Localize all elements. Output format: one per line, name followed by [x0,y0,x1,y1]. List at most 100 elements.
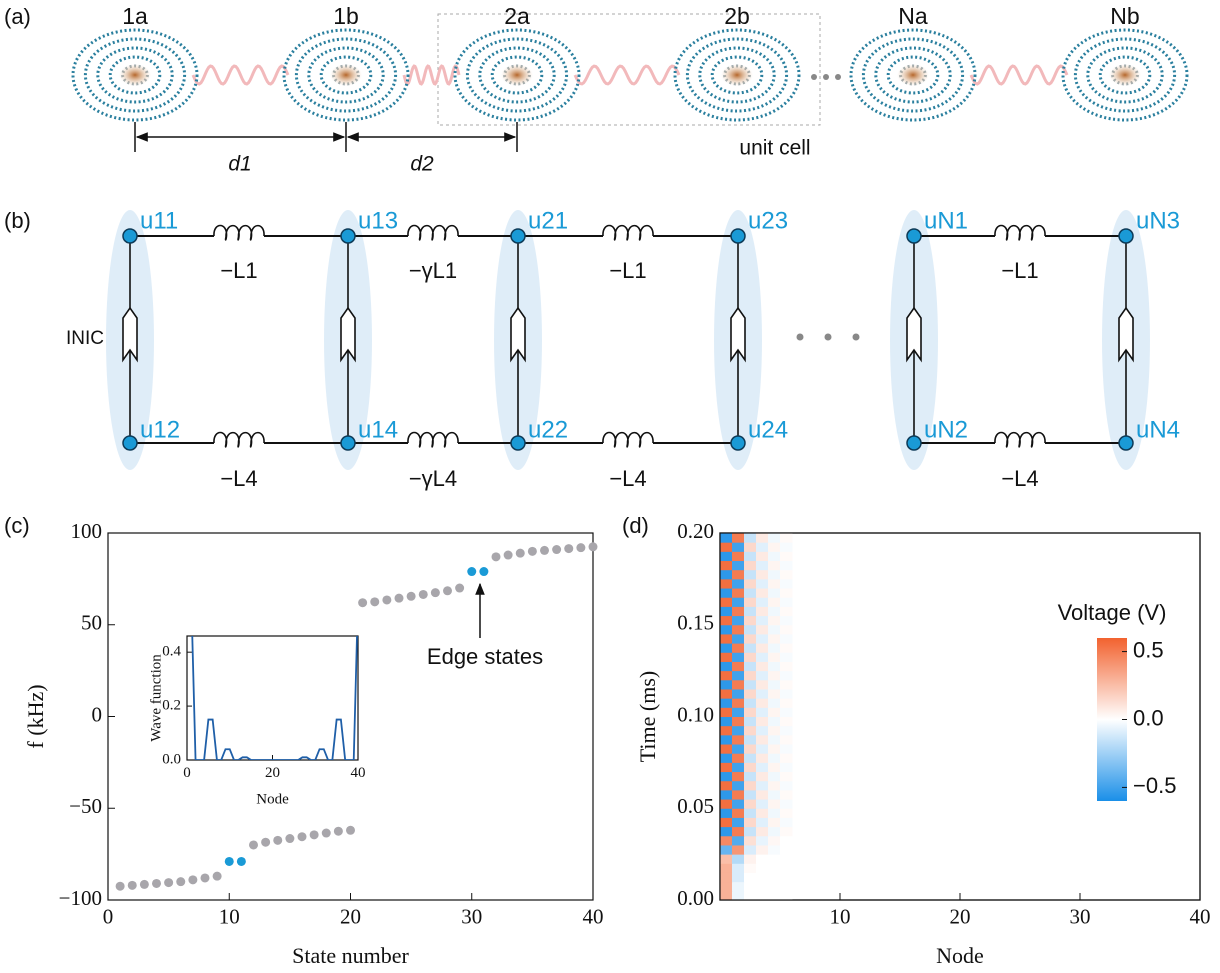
heat-cell [744,661,757,672]
point [443,586,452,596]
x-tick-label: 20 [950,905,971,929]
heat-cell [744,533,757,543]
heat-cell [780,716,793,727]
point [479,567,489,577]
y-tick-label: 0.20 [677,519,714,543]
inductor-label: −L1 [220,258,257,283]
heat-cell [756,624,769,635]
heat-cell [756,578,769,589]
inic [1118,306,1134,363]
point [552,545,562,555]
heat-cell [756,817,769,828]
site-label: 1a [122,3,148,29]
heat-cell [720,560,733,571]
heat-cell [768,533,781,543]
heat-cell [744,578,757,589]
skyrmion-core [501,64,533,86]
heat-cell [732,817,745,828]
skyrmion-ring [849,28,977,122]
heat-cell [780,789,793,800]
heat-cell [744,707,757,717]
heat-cell [720,725,733,736]
node [906,228,922,244]
y-tick-label: 0.0 [162,751,181,767]
y-tick-label: −100 [59,886,102,910]
skyrmion-ring [1086,46,1164,104]
heat-cell [744,725,757,736]
heat-cell [768,707,781,717]
heat-cell [720,716,733,727]
heat-cell [780,670,793,681]
heat-cell [732,844,745,855]
skyrmion-ring [490,55,544,95]
skyrmion-core [1109,64,1141,86]
heat-cell [768,569,781,580]
heat-cell [768,578,781,589]
spring [191,64,290,86]
point [394,593,404,603]
heat-cell [756,780,769,791]
distance-label: d1 [228,153,251,176]
heat-cell [744,652,757,662]
node-label: uN4 [1136,416,1180,443]
point [261,837,271,847]
heat-cell [744,799,757,809]
x-tick-label: 10 [830,905,851,929]
point [200,873,210,883]
heat-cell [756,551,769,562]
skyrmion-ring [710,55,764,95]
heat-cell [768,679,781,690]
heat-cell [780,624,793,635]
heat-cell [780,753,793,763]
heat-cell [780,597,793,607]
point [406,591,416,601]
axes-frame [107,532,594,901]
heat-cell [744,780,757,791]
skyrmion-ring [874,46,952,104]
heat-cell [732,606,745,617]
point [588,542,598,552]
x-tick-label: 0 [183,765,191,781]
heat-cell [732,872,745,883]
heat-cell [744,597,757,607]
skyrmion-core [897,64,929,86]
heat-cell [744,808,757,818]
inic [122,306,138,363]
point [503,550,513,560]
spring [969,64,1069,86]
heat-cell [768,854,781,864]
heat-cell [732,670,745,681]
heat-cell [744,744,757,754]
skyrmion-ring [685,37,789,113]
heat-cell [744,844,757,855]
point [333,826,343,836]
x-tick-label: 10 [219,905,240,929]
inductor-label: −L4 [609,466,646,491]
skyrmion-ring [282,28,410,122]
heat-cell [720,578,733,589]
inductor [213,224,265,241]
heat-cell [720,633,733,644]
heat-cell [768,670,781,681]
heat-cell [756,670,769,681]
heat-cell [744,734,757,745]
heat-cell [744,863,757,873]
heat-cell [732,762,745,773]
skyrmion-ring [465,37,569,113]
y-tick-label: 100 [71,519,103,543]
heat-cell [780,606,793,617]
heat-cell [720,881,733,892]
heat-cell [720,799,733,809]
site-label: Nb [1110,3,1139,29]
heat-cell [720,854,733,864]
skyrmion-ring [861,37,965,113]
heat-cell [768,606,781,617]
heat-cell [768,661,781,672]
point [236,856,246,866]
heat-cell [744,771,757,782]
inductor-label: −L1 [1001,258,1038,283]
heat-cell [756,707,769,717]
heat-cell [744,716,757,727]
y-tick-label: 50 [81,611,102,635]
heat-cell [780,799,793,809]
